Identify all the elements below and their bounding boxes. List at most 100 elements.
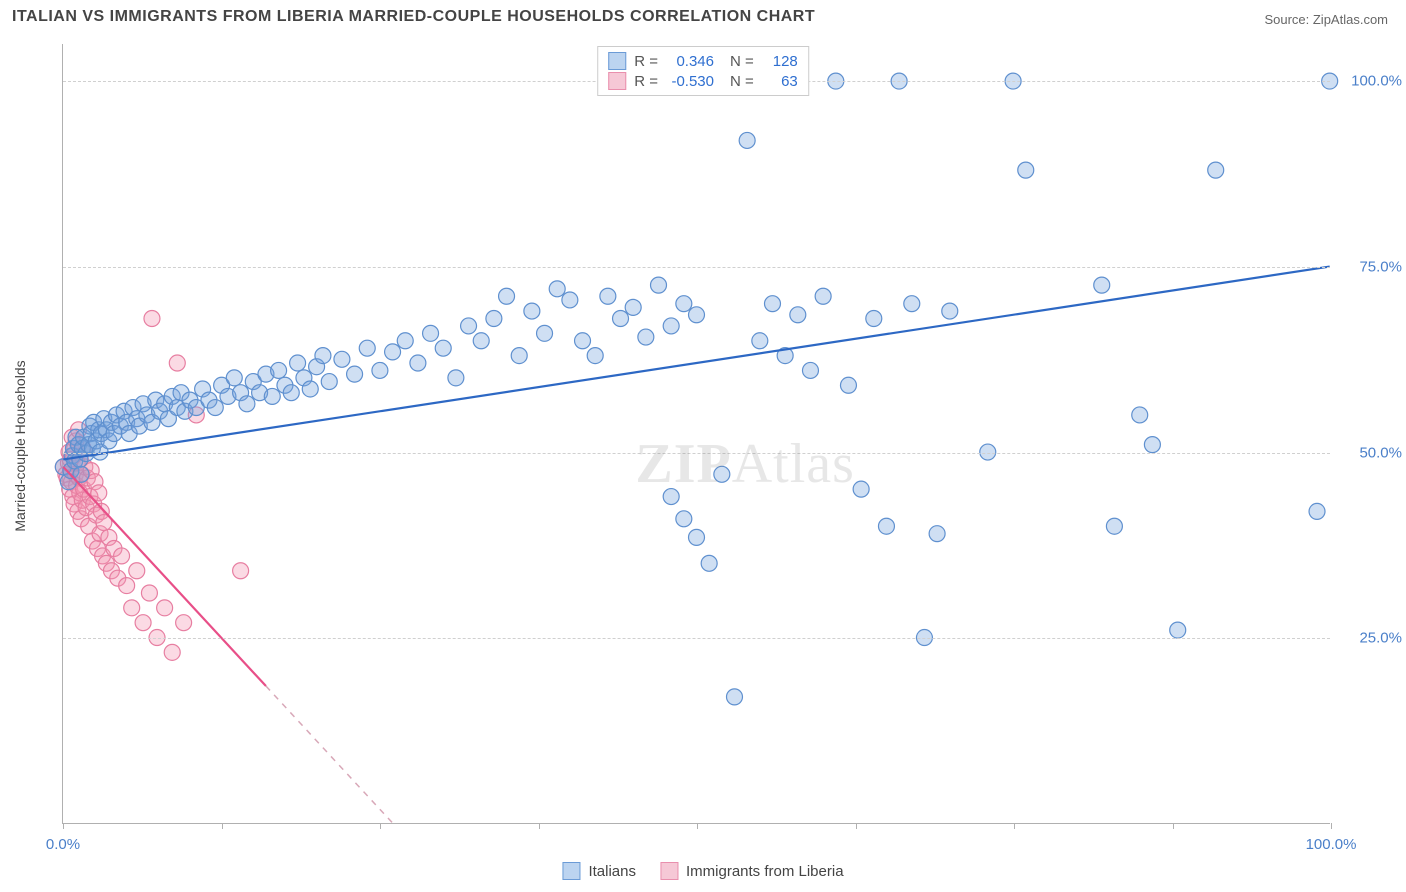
data-point xyxy=(676,296,692,312)
data-point xyxy=(587,348,603,364)
plot-area: 25.0%50.0%75.0%100.0%0.0%100.0% xyxy=(62,44,1330,824)
data-point xyxy=(929,526,945,542)
data-point xyxy=(1309,503,1325,519)
stats-r-label: R = xyxy=(634,53,658,70)
y-tick-label: 50.0% xyxy=(1332,444,1402,461)
data-point xyxy=(727,689,743,705)
data-point xyxy=(524,303,540,319)
data-point xyxy=(575,333,591,349)
data-point xyxy=(549,281,565,297)
data-point xyxy=(423,325,439,341)
data-point xyxy=(359,340,375,356)
x-tick xyxy=(222,823,223,829)
data-point xyxy=(840,377,856,393)
swatch-liberia xyxy=(660,862,678,880)
trend-line-b-dashed xyxy=(266,686,393,823)
legend-label: Immigrants from Liberia xyxy=(686,863,844,880)
data-point xyxy=(663,489,679,505)
data-point xyxy=(283,385,299,401)
data-point xyxy=(625,299,641,315)
data-point xyxy=(461,318,477,334)
x-tick xyxy=(697,823,698,829)
x-tick xyxy=(539,823,540,829)
data-point xyxy=(1170,622,1186,638)
data-point xyxy=(141,585,157,601)
data-point xyxy=(878,518,894,534)
data-point xyxy=(397,333,413,349)
x-tick xyxy=(1173,823,1174,829)
data-point xyxy=(114,548,130,564)
data-point xyxy=(853,481,869,497)
data-point xyxy=(562,292,578,308)
data-point xyxy=(233,563,249,579)
chart-title: ITALIAN VS IMMIGRANTS FROM LIBERIA MARRI… xyxy=(12,8,815,26)
data-point xyxy=(802,362,818,378)
data-point xyxy=(372,362,388,378)
data-point xyxy=(486,311,502,327)
data-point xyxy=(264,388,280,404)
legend-label: Italians xyxy=(588,863,636,880)
stats-legend-box: R = 0.346 N = 128R = -0.530 N = 63 xyxy=(597,46,809,96)
data-point xyxy=(271,362,287,378)
x-tick xyxy=(63,823,64,829)
x-tick xyxy=(380,823,381,829)
data-point xyxy=(334,351,350,367)
data-point xyxy=(942,303,958,319)
data-point xyxy=(164,644,180,660)
data-point xyxy=(1208,162,1224,178)
swatch-italians xyxy=(608,52,626,70)
stats-n-value: 63 xyxy=(762,73,798,90)
data-point xyxy=(435,340,451,356)
x-tick-label: 100.0% xyxy=(1306,836,1357,853)
data-point xyxy=(176,615,192,631)
data-point xyxy=(499,288,515,304)
data-point xyxy=(144,311,160,327)
data-point xyxy=(689,529,705,545)
gridline xyxy=(63,453,1330,454)
stats-row: R = 0.346 N = 128 xyxy=(608,51,798,71)
x-tick xyxy=(1331,823,1332,829)
legend-item: Italians xyxy=(562,862,636,880)
data-point xyxy=(676,511,692,527)
data-point xyxy=(239,396,255,412)
data-point xyxy=(904,296,920,312)
data-point xyxy=(1018,162,1034,178)
data-point xyxy=(448,370,464,386)
stats-n-label: N = xyxy=(730,73,754,90)
data-point xyxy=(689,307,705,323)
stats-r-value: -0.530 xyxy=(666,73,714,90)
stats-n-value: 128 xyxy=(762,53,798,70)
x-tick-label: 0.0% xyxy=(46,836,80,853)
data-point xyxy=(315,348,331,364)
data-point xyxy=(290,355,306,371)
data-point xyxy=(638,329,654,345)
y-axis-title: Married-couple Households xyxy=(12,360,28,531)
data-point xyxy=(385,344,401,360)
data-point xyxy=(613,311,629,327)
data-point xyxy=(714,466,730,482)
stats-r-value: 0.346 xyxy=(666,53,714,70)
stats-row: R =-0.530N =63 xyxy=(608,71,798,91)
data-point xyxy=(701,555,717,571)
gridline xyxy=(63,638,1330,639)
trend-line-a xyxy=(63,267,1329,460)
data-point xyxy=(157,600,173,616)
data-point xyxy=(207,400,223,416)
data-point xyxy=(752,333,768,349)
swatch-italians xyxy=(562,862,580,880)
data-point xyxy=(119,578,135,594)
data-point xyxy=(790,307,806,323)
data-point xyxy=(302,381,318,397)
data-point xyxy=(129,563,145,579)
stats-n-label: N = xyxy=(730,53,754,70)
source-attribution: Source: ZipAtlas.com xyxy=(1264,12,1388,27)
swatch-liberia xyxy=(608,72,626,90)
data-point xyxy=(739,132,755,148)
data-point xyxy=(135,615,151,631)
data-point xyxy=(1094,277,1110,293)
y-tick-label: 75.0% xyxy=(1332,258,1402,275)
y-tick-label: 100.0% xyxy=(1332,73,1402,90)
data-point xyxy=(169,355,185,371)
data-point xyxy=(321,374,337,390)
scatter-svg xyxy=(63,44,1330,823)
